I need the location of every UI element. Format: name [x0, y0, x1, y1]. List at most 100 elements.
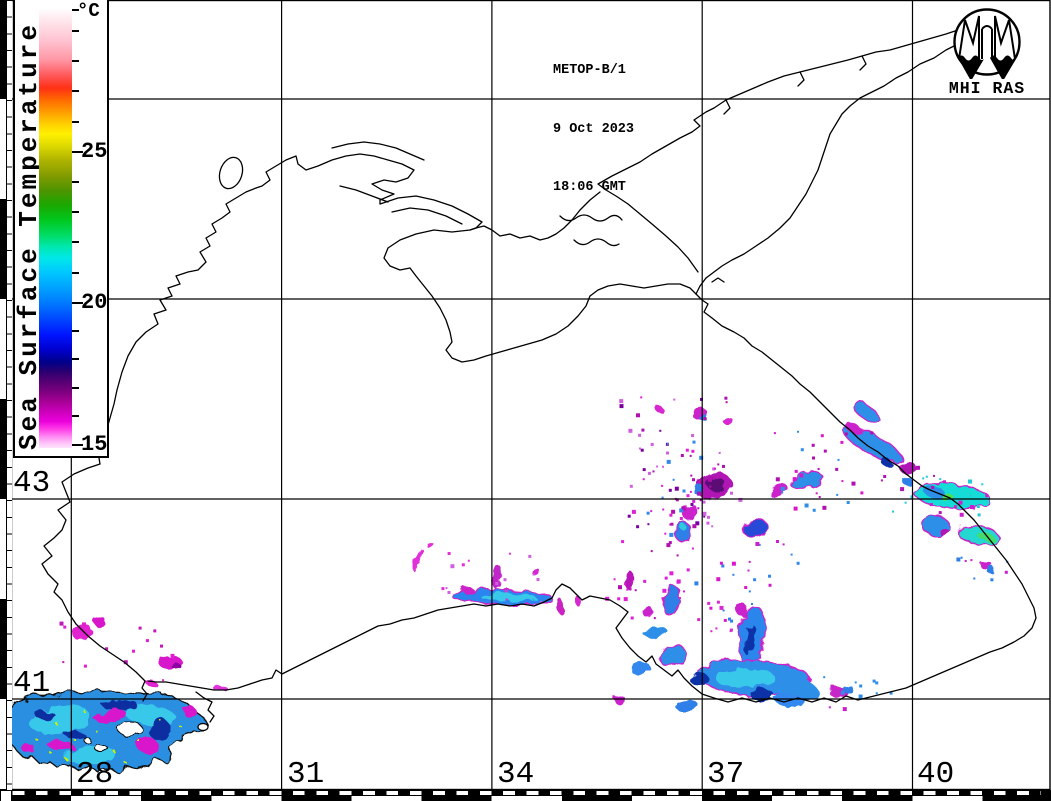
sst-speck	[776, 540, 779, 543]
sst-speck	[702, 511, 707, 516]
sst-speck	[671, 509, 676, 514]
colorbar-minor-tick	[72, 90, 79, 92]
colorbar-unit-label: °C	[77, 0, 100, 22]
sst-speck	[83, 664, 87, 668]
sst-speck	[707, 515, 710, 519]
sst-speck	[666, 451, 669, 455]
sst-speck	[679, 517, 683, 520]
sst-speck	[505, 598, 508, 601]
sst-speck	[690, 474, 693, 477]
sst-speck	[755, 542, 760, 546]
sst-speck	[970, 559, 973, 562]
sst-speck	[859, 684, 863, 688]
sst-patch	[744, 624, 756, 656]
sst-patch	[842, 425, 902, 463]
island-hole	[117, 721, 143, 737]
sst-speck	[748, 560, 751, 563]
sst-speck	[638, 433, 642, 437]
sst-patch	[683, 503, 697, 521]
sst-speck	[820, 434, 824, 438]
sst-speck	[714, 467, 716, 470]
sst-patch-overlay	[46, 739, 74, 751]
sst-speck	[800, 448, 804, 452]
sst-speck	[661, 484, 664, 487]
sst-speck	[719, 561, 723, 565]
sst-speck	[35, 738, 37, 740]
sst-speck	[794, 469, 798, 473]
sst-speck	[685, 448, 689, 452]
sst-speck	[160, 720, 162, 722]
sst-speck	[899, 465, 902, 469]
sst-speck	[681, 506, 685, 510]
sst-patch	[673, 521, 693, 543]
acquisition-time: 18:06 GMT	[553, 180, 626, 195]
sst-speck	[85, 712, 87, 714]
sst-speck	[840, 440, 844, 444]
sst-speck	[738, 497, 743, 502]
sst-speck	[846, 501, 850, 504]
sst-patch	[788, 471, 824, 489]
sst-speck	[872, 679, 876, 683]
sst-speck	[828, 706, 831, 709]
sst-speck	[854, 681, 857, 684]
sst-speck	[631, 509, 636, 514]
sst-speck	[140, 742, 142, 744]
sst-speck	[652, 470, 655, 473]
mhi-ras-emblem-icon	[953, 8, 1021, 81]
sst-speck	[653, 617, 656, 620]
satellite-name: METOP-B/1	[553, 63, 626, 78]
header-block: METOP-B/1 9 Oct 2023 18:06 GMT	[553, 22, 634, 237]
sst-speck	[722, 609, 725, 612]
sst-patch	[680, 524, 686, 530]
longitude-label: 40	[917, 757, 955, 792]
sst-speck	[723, 618, 727, 622]
sst-speck	[669, 513, 673, 517]
sst-patch	[72, 623, 92, 641]
sst-speck	[732, 573, 735, 576]
sst-speck	[875, 681, 879, 685]
sst-speck	[775, 477, 780, 482]
latitude-ruler-blocks	[0, 0, 6, 790]
sst-speck	[811, 443, 815, 447]
sst-speck	[797, 430, 799, 433]
sst-speck	[722, 464, 725, 468]
sst-speck	[697, 507, 700, 510]
sst-speck	[692, 478, 695, 482]
sst-speck	[744, 586, 748, 589]
sst-speck	[981, 483, 984, 486]
longitude-label: 34	[497, 757, 535, 792]
sst-speck	[621, 540, 625, 544]
island-hole	[84, 737, 92, 745]
sst-patch	[663, 586, 681, 616]
sst-speck	[145, 639, 149, 643]
sst-speck	[662, 465, 664, 468]
sst-speck	[115, 752, 117, 754]
sst-speck	[964, 560, 967, 562]
sst-speck	[674, 486, 679, 491]
sst-speck	[721, 564, 725, 568]
sst-speck	[640, 448, 644, 452]
sst-patch	[171, 663, 181, 669]
sst-speck	[929, 503, 933, 507]
sst-speck	[650, 443, 654, 446]
colorbar-minor-tick	[72, 60, 79, 62]
sst-speck	[870, 431, 874, 435]
sst-speck	[695, 521, 700, 526]
coastline-azov-spits	[711, 55, 867, 283]
sst-patch	[675, 700, 699, 712]
colorbar-minor-tick	[72, 330, 79, 332]
sst-speck	[985, 494, 989, 498]
sst-patch-layer	[72, 400, 1000, 712]
longitude-label: 31	[287, 757, 325, 792]
sst-speck	[717, 463, 720, 466]
sst-speck	[699, 455, 704, 460]
colorbar-minor-tick	[72, 358, 79, 360]
sst-speck	[706, 521, 710, 525]
sst-speck	[160, 644, 163, 648]
sst-speck	[729, 628, 733, 632]
sst-speck	[790, 553, 793, 556]
sst-speck	[960, 556, 963, 559]
sst-speck	[676, 554, 679, 557]
sst-speck	[656, 465, 659, 468]
